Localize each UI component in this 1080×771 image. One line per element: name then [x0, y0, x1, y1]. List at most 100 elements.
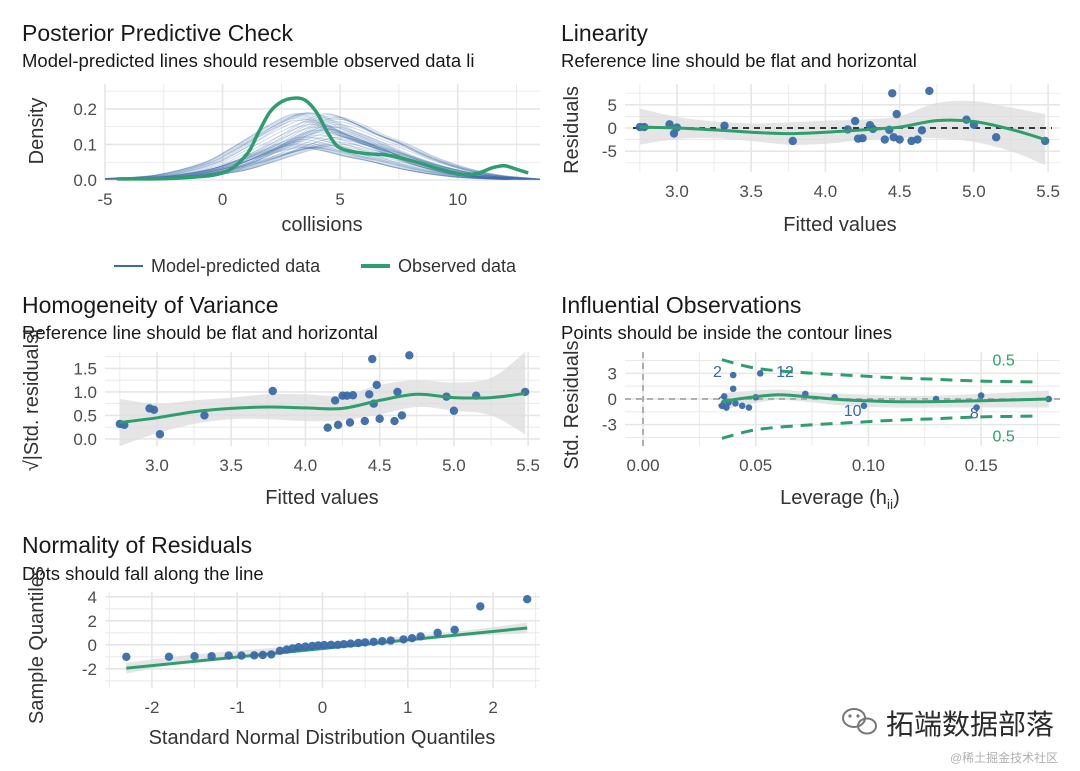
- influential-data-point: [738, 402, 746, 410]
- ppc-x-tick-label: 10: [448, 190, 467, 209]
- watermark-text: 拓端数据部落: [886, 709, 1054, 740]
- linearity-subtitle: Reference line should be flat and horizo…: [561, 50, 917, 71]
- homogeneity-data-point: [372, 380, 381, 390]
- influential-x-axis-label-main: Leverage (h: [780, 487, 887, 509]
- ppc-title: Posterior Predictive Check: [22, 20, 293, 46]
- legend-observed-label: Observed data: [398, 256, 517, 276]
- ppc-predicted-line: [130, 131, 541, 180]
- ppc-predicted-line: [133, 134, 541, 180]
- linearity-data-point: [858, 133, 867, 143]
- ppc-predicted-line: [104, 147, 513, 180]
- ppc-observed-line: [116, 96, 529, 181]
- normality-y-axis-label: Sample Quantiles: [26, 566, 48, 724]
- normality-data-point: [399, 635, 408, 644]
- ppc-predicted-line: [104, 145, 510, 180]
- ppc-predicted-line: [104, 143, 510, 180]
- homogeneity-data-point: [365, 390, 374, 399]
- normality-data-point: [433, 628, 442, 637]
- watermark: 拓端数据部落 @稀土掘金技术社区: [842, 708, 1058, 765]
- linearity-data-point: [925, 86, 934, 96]
- normality-x-tick-label: 2: [488, 698, 497, 717]
- linearity-data-point: [850, 116, 860, 126]
- ppc-predicted-line: [134, 137, 541, 180]
- homogeneity-data-point: [345, 418, 355, 427]
- influential-smooth-line: [721, 393, 1049, 404]
- normality-data-point: [275, 646, 285, 655]
- influential-x-tick-label: 0.15: [965, 456, 998, 475]
- ppc-predicted-line: [137, 118, 541, 180]
- linearity-x-tick-label: 3.0: [665, 182, 689, 201]
- influential-data-point: [1045, 395, 1053, 403]
- influential-y-tick-label: 3: [608, 364, 617, 383]
- homogeneity-y-tick-label: 0.0: [73, 430, 97, 449]
- influential-y-tick-label: 0: [608, 390, 617, 409]
- homogeneity-plot-area: 3.0 3.5 4.0 4.5 5.0 5.5 0.0 0.5 1.0 1.5: [73, 351, 540, 475]
- ppc-y-tick-label: 0.0: [73, 171, 97, 190]
- ppc-y-axis-label: Density: [26, 98, 48, 165]
- linearity-smooth-line: [639, 118, 1046, 142]
- homogeneity-data-point: [268, 386, 277, 396]
- ppc-predicted-line: [135, 126, 541, 180]
- ppc-y-tick-label: 0.1: [73, 135, 97, 154]
- linearity-data-point: [720, 121, 729, 130]
- linearity-y-tick-label: 0: [608, 119, 617, 138]
- ppc-y-tick-label: 0.2: [73, 100, 97, 119]
- ppc-x-axis-label: collisions: [281, 214, 362, 236]
- homogeneity-x-tick-label: 3.5: [219, 456, 243, 475]
- ppc-predicted-line: [137, 138, 541, 180]
- linearity-x-tick-label: 4.0: [814, 182, 838, 201]
- panel-normality-of-residuals: Normality of Residuals Dots should fall …: [22, 532, 540, 749]
- homogeneity-y-tick-label: 1.5: [73, 359, 97, 378]
- normality-y-tick-label: -2: [82, 660, 97, 679]
- linearity-y-tick-label: -5: [602, 142, 617, 161]
- normality-y-tick-label: 4: [88, 588, 97, 607]
- linearity-x-tick-label: 3.5: [739, 182, 763, 201]
- normality-title: Normality of Residuals: [22, 532, 252, 558]
- linearity-x-tick-label: 5.5: [1036, 182, 1060, 201]
- influential-data-point: [977, 392, 985, 399]
- ppc-predicted-line: [104, 114, 508, 180]
- legend-predicted-label: Model-predicted data: [151, 256, 321, 276]
- watermark-small-text: @稀土掘金技术社区: [950, 750, 1058, 765]
- linearity-data-point: [895, 135, 904, 144]
- normality-data-point: [339, 640, 349, 649]
- ppc-plot-area: -5 0 5 10 0.0 0.1 0.2: [73, 84, 541, 209]
- normality-data-point: [407, 634, 417, 643]
- normality-data-point: [301, 642, 310, 651]
- homogeneity-x-tick-label: 4.0: [294, 456, 318, 475]
- normality-x-tick-label: -1: [230, 698, 245, 717]
- ppc-predicted-line: [117, 146, 530, 180]
- ppc-subtitle: Model-predicted lines should resemble ob…: [22, 50, 474, 71]
- normality-plot-area: -2 -1 0 1 2 -2 0 2 4: [82, 588, 540, 717]
- influential-point-label: 3: [717, 395, 726, 412]
- normality-data-point: [224, 651, 233, 660]
- ppc-legend: Model-predicted data Observed data: [114, 256, 517, 276]
- panel-linearity: Linearity Reference line should be flat …: [561, 20, 1060, 236]
- homogeneity-data-point: [323, 423, 332, 432]
- linearity-data-point: [917, 126, 927, 135]
- normality-x-tick-label: 1: [403, 698, 412, 717]
- ppc-x-tick-label: 0: [218, 190, 227, 209]
- normality-confidence-band: [126, 622, 528, 674]
- normality-data-point: [164, 652, 174, 661]
- linearity-confidence-band: [639, 100, 1046, 166]
- linearity-x-axis-label: Fitted values: [783, 214, 896, 236]
- normality-data-point: [122, 652, 131, 661]
- normality-data-point: [416, 632, 425, 641]
- normality-data-point: [294, 643, 303, 652]
- normality-data-point: [346, 639, 355, 648]
- ppc-predicted-line: [130, 115, 541, 180]
- influential-title: Influential Observations: [561, 292, 801, 318]
- ppc-predicted-line: [136, 123, 541, 180]
- homogeneity-data-point: [368, 354, 377, 364]
- homogeneity-y-tick-label: 1.0: [73, 383, 97, 402]
- ppc-predicted-line: [104, 119, 509, 180]
- normality-y-tick-label: 2: [88, 612, 97, 631]
- homogeneity-data-point: [390, 416, 399, 426]
- influential-point-label: 8: [970, 406, 979, 423]
- ppc-predicted-line: [104, 115, 508, 180]
- normality-data-point: [369, 637, 378, 646]
- homogeneity-data-point: [155, 430, 165, 439]
- homogeneity-data-point: [397, 411, 407, 420]
- linearity-y-axis-label: Residuals: [561, 86, 583, 174]
